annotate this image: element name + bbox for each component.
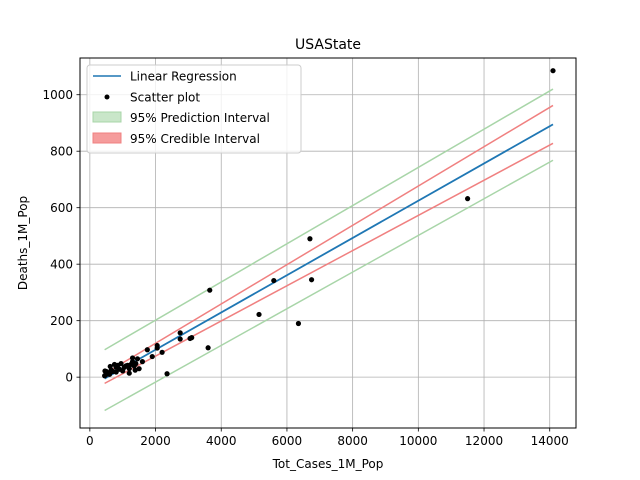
x-tick-label: 6000 <box>272 434 303 448</box>
legend-regression-label: Linear Regression <box>130 70 237 84</box>
scatter-point <box>177 336 183 342</box>
plot-frame <box>79 57 577 429</box>
interval-lines <box>104 88 554 412</box>
y-axis-ticks: 0 200 400 600 800 1000 <box>42 88 80 385</box>
scatter-point <box>102 368 108 374</box>
x-tick-label: 12000 <box>465 434 503 448</box>
legend-scatter-label: Scatter plot <box>130 91 200 105</box>
legend-scatter-swatch <box>104 94 110 100</box>
scatter-point <box>465 196 471 202</box>
scatter-point <box>159 349 165 355</box>
scatter-point <box>550 68 556 74</box>
scatter-point <box>126 370 132 376</box>
x-tick-label: 10000 <box>399 434 437 448</box>
y-tick-label: 0 <box>65 371 73 385</box>
x-axis-ticks: 0 2000 4000 6000 8000 10000 12000 14000 <box>86 428 569 448</box>
chart-title: USAState <box>295 37 361 53</box>
scatter-point <box>205 345 211 351</box>
prediction-lower-line <box>104 159 554 412</box>
scatter-points <box>102 68 556 379</box>
x-tick-label: 4000 <box>206 434 237 448</box>
scatter-point <box>307 236 313 242</box>
scatter-point <box>132 367 138 373</box>
scatter-point <box>154 345 160 351</box>
legend-credible-swatch <box>92 132 122 144</box>
prediction-upper-line <box>104 88 554 351</box>
scatter-point <box>271 277 277 284</box>
scatter-point <box>111 361 118 368</box>
y-tick-label: 800 <box>50 145 73 159</box>
scatter-point <box>164 371 170 377</box>
scatter-point <box>134 356 141 362</box>
scatter-point <box>102 373 108 379</box>
x-tick-label: 14000 <box>531 434 569 448</box>
legend-prediction-swatch <box>92 111 122 123</box>
legend-prediction-label: 95% Prediction Interval <box>130 111 270 125</box>
y-tick-label: 600 <box>50 201 73 215</box>
scatter-point <box>107 363 113 370</box>
scatter-point <box>256 311 262 318</box>
scatter-point <box>144 347 150 353</box>
y-axis-label: Deaths_1M_Pop <box>16 196 30 290</box>
x-tick-label: 8000 <box>337 434 368 448</box>
y-tick-label: 200 <box>50 314 73 328</box>
y-tick-label: 1000 <box>42 88 73 102</box>
scatter-point <box>139 359 146 365</box>
scatter-point <box>295 320 302 327</box>
legend-credible-label: 95% Credible Interval <box>130 132 260 146</box>
scatter-point <box>149 353 155 360</box>
credible-upper-line <box>104 104 554 375</box>
credible-lower-line <box>104 142 554 385</box>
scatter-point <box>177 330 183 336</box>
x-tick-label: 0 <box>86 434 94 448</box>
legend-box <box>86 64 302 154</box>
scatter-point <box>129 355 136 361</box>
regression-line <box>104 123 554 380</box>
scatter-point <box>308 277 315 283</box>
y-tick-label: 400 <box>50 258 73 272</box>
scatter-point <box>187 335 193 342</box>
scatter-point <box>207 287 213 293</box>
scatter-point <box>136 366 142 372</box>
legend: Linear Regression Scatter plot 95% Predi… <box>86 64 302 154</box>
x-tick-label: 2000 <box>140 434 171 448</box>
x-axis-label: Tot_Cases_1M_Pop <box>272 457 384 471</box>
regression-line-group <box>104 123 554 380</box>
